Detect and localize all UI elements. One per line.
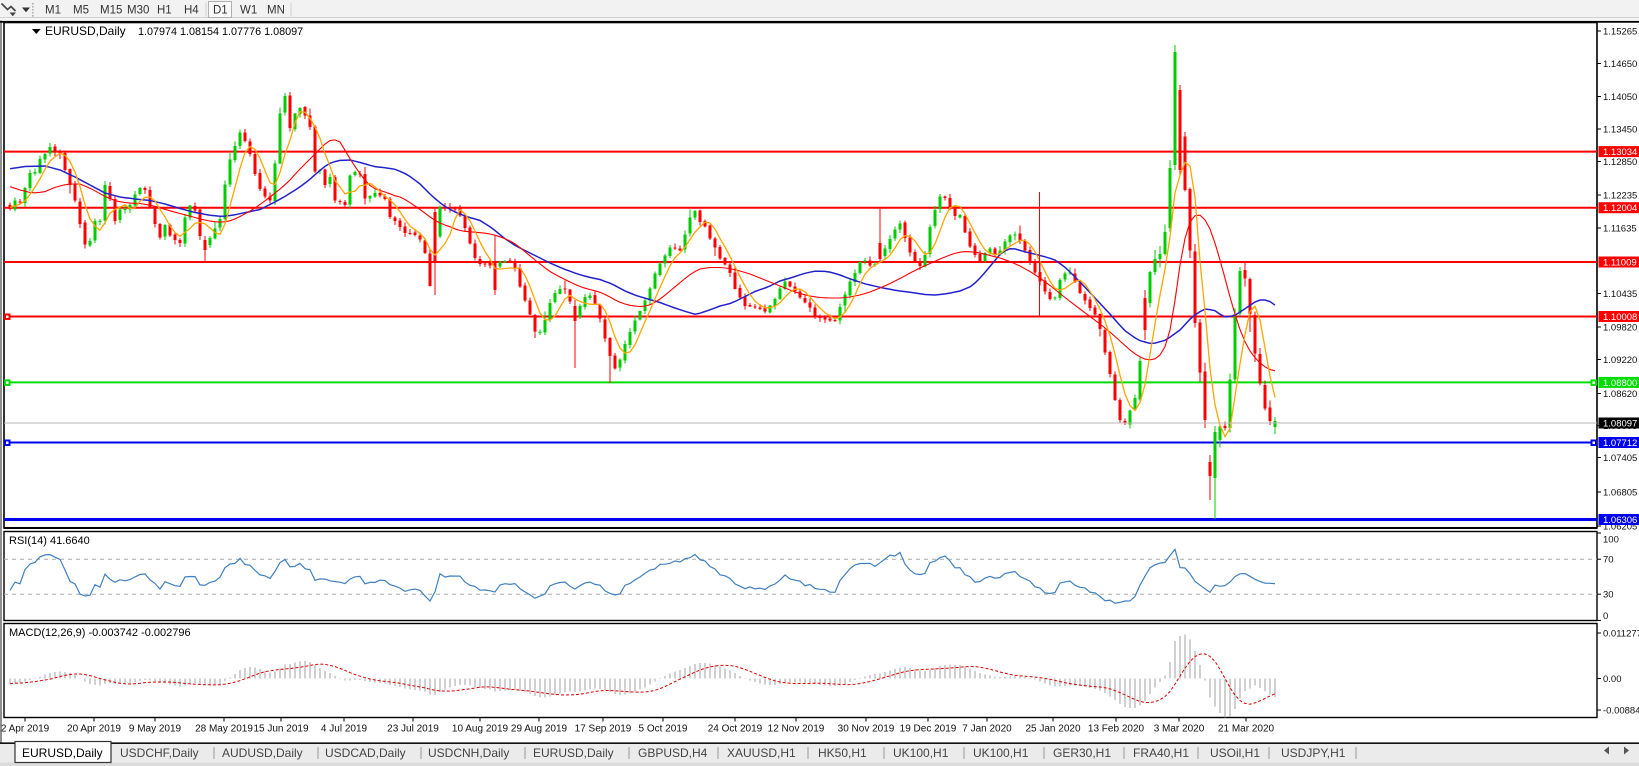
svg-text:1.06306: 1.06306 [1603, 515, 1637, 526]
svg-text:1.07712: 1.07712 [1603, 438, 1637, 449]
svg-text:1.07405: 1.07405 [1603, 453, 1637, 464]
svg-text:9 May 2019: 9 May 2019 [129, 724, 182, 735]
svg-text:5 Oct 2019: 5 Oct 2019 [639, 724, 688, 735]
svg-text:1.14050: 1.14050 [1603, 92, 1637, 103]
svg-text:100: 100 [1603, 535, 1619, 546]
svg-text:1.14650: 1.14650 [1603, 59, 1637, 70]
svg-text:M5: M5 [73, 5, 89, 17]
svg-text:USOil,H1: USOil,H1 [1210, 746, 1260, 760]
svg-text:UK100,H1: UK100,H1 [893, 746, 949, 760]
svg-text:12 Nov 2019: 12 Nov 2019 [768, 724, 825, 735]
svg-text:EURUSD,Daily: EURUSD,Daily [22, 746, 103, 760]
svg-text:1.12235: 1.12235 [1603, 191, 1637, 202]
svg-text:70: 70 [1603, 555, 1614, 566]
svg-text:GER30,H1: GER30,H1 [1053, 746, 1111, 760]
svg-text:1.12850: 1.12850 [1603, 157, 1637, 168]
svg-text:RSI(14) 41.6640: RSI(14) 41.6640 [9, 535, 90, 547]
svg-text:10 Aug 2019: 10 Aug 2019 [452, 724, 509, 735]
svg-text:7 Jan 2020: 7 Jan 2020 [962, 724, 1012, 735]
svg-text:UK100,H1: UK100,H1 [973, 746, 1029, 760]
svg-text:0.011277: 0.011277 [1603, 629, 1639, 640]
svg-text:1.06805: 1.06805 [1603, 488, 1637, 499]
svg-text:1.11009: 1.11009 [1603, 258, 1637, 269]
svg-text:USDCAD,Daily: USDCAD,Daily [325, 746, 406, 760]
svg-text:USDJPY,H1: USDJPY,H1 [1281, 746, 1346, 760]
svg-text:30 Nov 2019: 30 Nov 2019 [838, 724, 895, 735]
svg-text:H4: H4 [184, 5, 199, 17]
svg-text:3 Mar 2020: 3 Mar 2020 [1154, 724, 1205, 735]
svg-text:AUDUSD,Daily: AUDUSD,Daily [222, 746, 303, 760]
svg-text:20 Apr 2019: 20 Apr 2019 [67, 724, 121, 735]
svg-text:1.10008: 1.10008 [1603, 312, 1637, 323]
svg-text:1.13450: 1.13450 [1603, 125, 1637, 136]
svg-text:-0.008845: -0.008845 [1603, 706, 1639, 717]
svg-text:1.08800: 1.08800 [1603, 378, 1637, 389]
svg-text:XAUUSD,H1: XAUUSD,H1 [727, 746, 796, 760]
svg-text:0: 0 [1603, 611, 1608, 622]
svg-text:USDCHF,Daily: USDCHF,Daily [120, 746, 199, 760]
svg-text:17 Sep 2019: 17 Sep 2019 [575, 724, 632, 735]
svg-text:1.12004: 1.12004 [1603, 203, 1637, 214]
svg-text:GBPUSD,H4: GBPUSD,H4 [638, 746, 708, 760]
svg-text:1.09820: 1.09820 [1603, 323, 1637, 334]
svg-text:USDCNH,Daily: USDCNH,Daily [428, 746, 509, 760]
svg-text:13 Feb 2020: 13 Feb 2020 [1088, 724, 1145, 735]
svg-text:0.00: 0.00 [1603, 674, 1622, 685]
svg-text:MACD(12,26,9) -0.003742 -0.002: MACD(12,26,9) -0.003742 -0.002796 [9, 627, 191, 639]
svg-text:1.13034: 1.13034 [1603, 147, 1637, 158]
svg-text:HK50,H1: HK50,H1 [818, 746, 867, 760]
svg-text:30: 30 [1603, 590, 1614, 601]
svg-text:1.08620: 1.08620 [1603, 389, 1637, 400]
svg-text:1.11635: 1.11635 [1603, 224, 1637, 235]
svg-text:FRA40,H1: FRA40,H1 [1133, 746, 1189, 760]
svg-text:M30: M30 [127, 5, 149, 17]
svg-text:EURUSD,Daily: EURUSD,Daily [45, 24, 126, 38]
svg-text:D1: D1 [213, 5, 228, 17]
svg-text:2 Apr 2019: 2 Apr 2019 [1, 724, 50, 735]
svg-text:M1: M1 [45, 5, 61, 17]
svg-text:1.06205: 1.06205 [1603, 522, 1637, 533]
svg-text:1.08097: 1.08097 [1603, 419, 1637, 430]
svg-text:29 Aug 2019: 29 Aug 2019 [511, 724, 568, 735]
svg-text:M15: M15 [100, 5, 122, 17]
svg-text:15 Jun 2019: 15 Jun 2019 [253, 724, 308, 735]
svg-text:1.09220: 1.09220 [1603, 355, 1637, 366]
svg-text:21 Mar 2020: 21 Mar 2020 [1218, 724, 1275, 735]
svg-text:4 Jul 2019: 4 Jul 2019 [321, 724, 368, 735]
svg-text:MN: MN [267, 5, 285, 17]
svg-text:25 Jan 2020: 25 Jan 2020 [1025, 724, 1080, 735]
svg-text:W1: W1 [240, 5, 257, 17]
svg-text:1.15265: 1.15265 [1603, 27, 1637, 38]
svg-text:1.10435: 1.10435 [1603, 289, 1637, 300]
svg-text:EURUSD,Daily: EURUSD,Daily [533, 746, 614, 760]
svg-text:28 May 2019: 28 May 2019 [195, 724, 253, 735]
svg-text:19 Dec 2019: 19 Dec 2019 [900, 724, 957, 735]
svg-text:1.07974 1.08154 1.07776 1.0809: 1.07974 1.08154 1.07776 1.08097 [138, 26, 303, 38]
svg-text:23 Jul 2019: 23 Jul 2019 [387, 724, 439, 735]
svg-text:H1: H1 [157, 5, 172, 17]
svg-text:24 Oct 2019: 24 Oct 2019 [708, 724, 763, 735]
